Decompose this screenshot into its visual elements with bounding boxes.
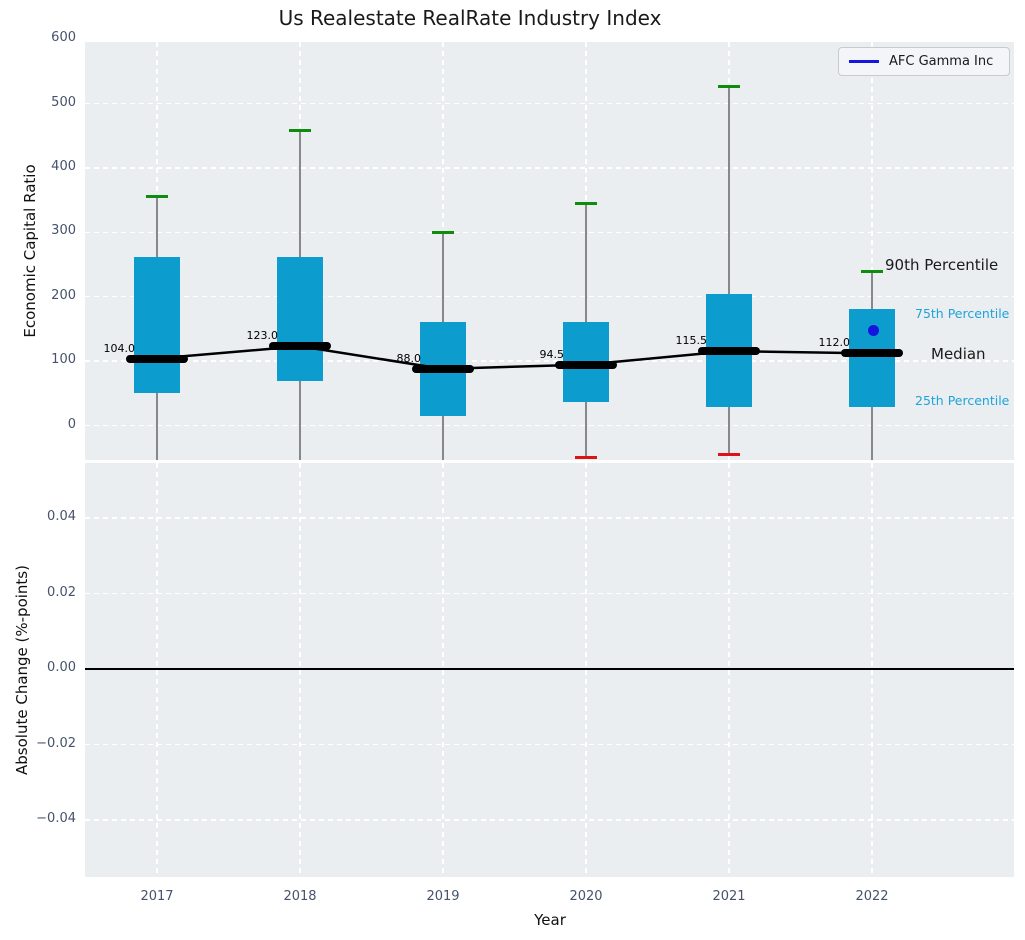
y-tick-label-top: 400 <box>51 158 76 174</box>
p90-cap-2017 <box>146 194 168 198</box>
gridline-h <box>85 231 1014 234</box>
y-tick-label-top: 500 <box>51 94 76 110</box>
x-tick-label-2017: 2017 <box>140 889 174 904</box>
top-y-axis-label: Economic Capital Ratio <box>21 164 39 338</box>
y-tick-label-top: 600 <box>51 30 76 46</box>
gridline-h <box>85 424 1014 427</box>
y-tick-label-bottom: 0.00 <box>47 660 76 675</box>
median-marker-2019 <box>412 364 474 373</box>
gridline-h <box>85 295 1014 298</box>
gridline-h <box>85 360 1014 362</box>
y-tick-label-bottom: −0.04 <box>36 811 76 826</box>
median-value-label-2017: 104.0 <box>103 341 136 355</box>
x-tick-label-2021: 2021 <box>712 889 746 904</box>
x-tick-label-2019: 2019 <box>426 889 460 904</box>
gridline-h <box>85 592 1014 595</box>
legend: AFC Gamma Inc <box>838 47 1010 76</box>
gridline-h <box>85 517 1014 519</box>
gridline-v <box>585 463 587 877</box>
median-trend-line <box>156 345 873 371</box>
median-marker-2022 <box>841 349 903 358</box>
box-2018 <box>277 257 323 382</box>
p90-cap-2022 <box>861 270 883 274</box>
gridline-v <box>442 463 444 877</box>
y-tick-label-top: 0 <box>67 416 76 432</box>
p10-cap-2021 <box>718 452 740 456</box>
gridline-v <box>299 463 301 877</box>
median-annotation: Median <box>931 345 986 363</box>
whisker-2021 <box>728 86 730 455</box>
box-2017 <box>134 256 180 393</box>
gridline-h <box>85 743 1014 746</box>
y-tick-label-top: 100 <box>51 352 76 368</box>
p25-annotation: 25th Percentile <box>915 393 1010 408</box>
y-tick-label-top: 300 <box>51 223 76 239</box>
median-value-label-2019: 88.0 <box>396 351 422 365</box>
legend-line-swatch <box>849 60 879 63</box>
p90-cap-2021 <box>718 85 740 89</box>
p90-cap-2020 <box>575 201 597 205</box>
bottom-plot-area <box>85 463 1014 877</box>
zero-line <box>85 668 1014 670</box>
median-value-label-2020: 94.5 <box>539 347 565 361</box>
median-value-label-2022: 112.0 <box>818 336 851 350</box>
gridline-h <box>85 819 1014 821</box>
median-value-label-2021: 115.5 <box>675 334 708 348</box>
p90-cap-2018 <box>289 129 311 133</box>
gridline-v <box>156 463 158 877</box>
median-marker-2020 <box>555 360 617 369</box>
x-tick-label-2018: 2018 <box>283 889 317 904</box>
x-tick-label-2022: 2022 <box>855 889 889 904</box>
gridline-v <box>871 463 873 877</box>
y-tick-label-bottom: 0.04 <box>47 509 76 524</box>
p75-annotation: 75th Percentile <box>915 306 1010 321</box>
x-axis-label: Year <box>534 911 566 929</box>
gridline-v <box>728 463 730 877</box>
legend-label: AFC Gamma Inc <box>889 54 994 69</box>
company-point <box>867 324 879 336</box>
median-marker-2021 <box>698 347 760 356</box>
x-tick-label-2020: 2020 <box>569 889 603 904</box>
gridline-h <box>85 167 1014 169</box>
top-plot-area: 90th Percentile 75th Percentile Median 2… <box>85 42 1014 460</box>
y-tick-label-bottom: −0.02 <box>36 735 76 751</box>
median-marker-2018 <box>269 342 331 351</box>
y-tick-label-top: 200 <box>51 287 76 303</box>
p90-cap-2019 <box>432 231 454 235</box>
median-marker-2017 <box>126 354 188 363</box>
gridline-h <box>85 102 1014 105</box>
y-tick-label-bottom: 0.02 <box>47 584 76 600</box>
median-value-label-2018: 123.0 <box>246 329 279 343</box>
p90-annotation: 90th Percentile <box>885 256 999 274</box>
p10-cap-2020 <box>575 455 597 459</box>
chart-title: Us Realestate RealRate Industry Index <box>278 6 662 30</box>
gridline-v <box>871 42 873 460</box>
